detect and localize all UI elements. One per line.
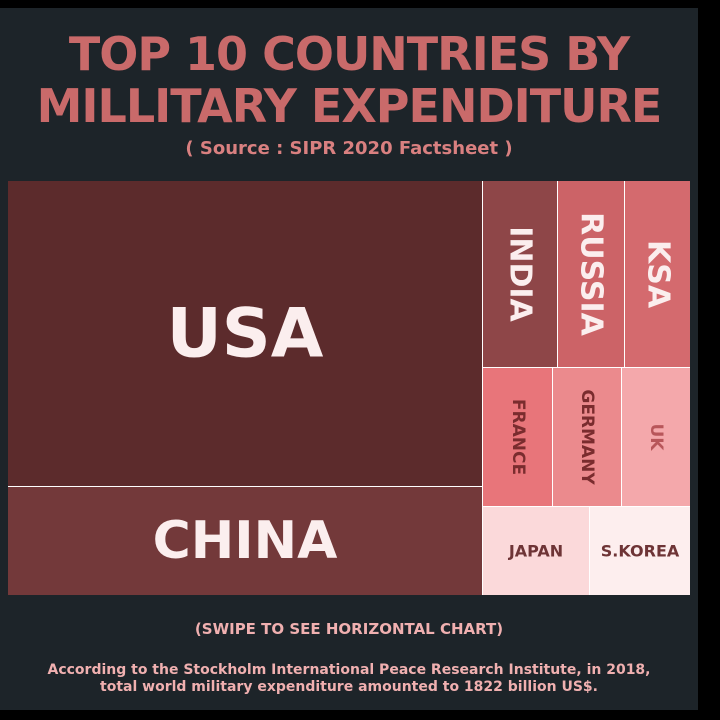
treemap-cell-france: FRANCE <box>483 368 552 506</box>
footnote-line-2: total world military expenditure amounte… <box>100 679 598 695</box>
treemap-label: CHINA <box>152 511 338 571</box>
swipe-note: (SWIPE TO SEE HORIZONTAL CHART) <box>194 620 504 638</box>
treemap-label: GERMANY <box>577 389 597 485</box>
treemap-label: RUSSIA <box>573 212 609 336</box>
treemap-cell-uk: UK <box>622 368 690 506</box>
treemap-cell-japan: JAPAN <box>483 507 589 595</box>
treemap-chart: USA CHINA INDIA RUSSIA KSA FRANCE GERMANY UK JAP… <box>8 181 690 595</box>
treemap-label: INDIA <box>502 226 538 322</box>
treemap-cell-china: CHINA <box>8 487 482 595</box>
chart-title-line-1: TOP 10 COUNTRIES BY <box>68 27 630 81</box>
treemap-cell-ksa: KSA <box>625 181 690 367</box>
treemap-cell-germany: GERMANY <box>553 368 621 506</box>
footnote-line-1: According to the Stockholm International… <box>47 662 651 678</box>
chart-subtitle: ( Source : SIPR 2020 Factsheet ) <box>185 138 513 159</box>
treemap-label: USA <box>166 294 324 373</box>
treemap-label: FRANCE <box>507 398 528 476</box>
treemap-cell-skorea: S.KOREA <box>590 507 690 595</box>
footnote: According to the Stockholm International… <box>10 662 688 696</box>
treemap-cell-india: INDIA <box>483 181 557 367</box>
treemap-label: KSA <box>640 239 675 309</box>
treemap-label: S.KOREA <box>600 541 680 561</box>
chart-title-line-2: MILLITARY EXPENDITURE <box>36 79 663 133</box>
treemap-label: UK <box>646 423 666 451</box>
infographic-card: TOP 10 COUNTRIES BY MILLITARY EXPENDITUR… <box>0 8 698 710</box>
treemap-cell-russia: RUSSIA <box>558 181 624 367</box>
treemap-label: JAPAN <box>508 541 564 561</box>
treemap-cell-usa: USA <box>8 181 482 486</box>
